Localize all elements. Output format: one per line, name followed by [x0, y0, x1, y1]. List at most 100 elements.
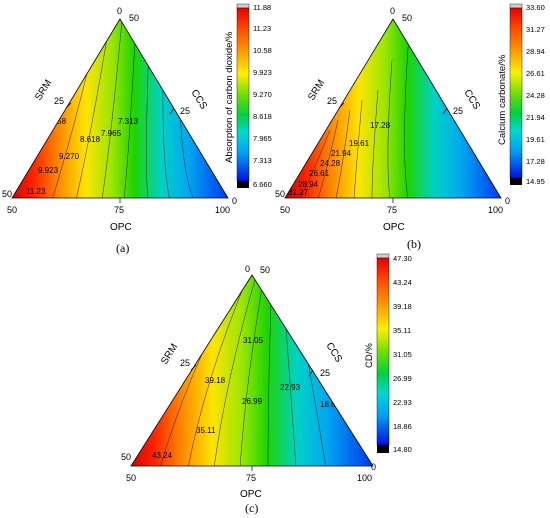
colorbar-tick: 35.11 — [393, 326, 411, 335]
axis-label-bottom: OPC — [110, 222, 132, 233]
contour-label: 7.965 — [101, 129, 122, 138]
tick-label: 50 — [260, 265, 270, 275]
tick-label: 50 — [402, 13, 412, 23]
contour-fill-c — [131, 275, 373, 466]
contour-label: 26.61 — [309, 169, 330, 178]
tick-label: 0 — [245, 264, 250, 274]
axis-label-left: SRM — [306, 78, 327, 103]
contour-label: 31.27 — [288, 188, 309, 197]
colorbar-tick: 26.61 — [526, 69, 545, 78]
colorbar-tick: 39.18 — [393, 302, 412, 311]
colorbar-tick: 14.95 — [526, 177, 545, 186]
contour-label: 17.28 — [370, 121, 391, 130]
contour-label: 9.923 — [38, 166, 59, 175]
axis-label-right: CCS — [188, 88, 209, 112]
contour-labels-b: 31.27 28.94 26.61 24.28 21.94 19.61 17.2… — [288, 121, 391, 197]
colorbar-tick: 31.27 — [526, 25, 545, 34]
contour-label: 19.61 — [349, 139, 370, 148]
contour-label: 43.24 — [152, 451, 173, 460]
axis-label-bottom: OPC — [240, 489, 262, 500]
colorbar-tick: 28.94 — [526, 47, 545, 56]
contour-label: 26.99 — [242, 397, 263, 406]
colorbar-tick: 31.05 — [393, 350, 412, 359]
colorbar-tick: 9.923 — [253, 68, 272, 77]
tick-label: 50 — [129, 13, 139, 23]
panel-a: 11.23 10.58 9.923 9.270 8.618 7.965 7.31… — [2, 3, 272, 255]
tick-labels-b: 0 50 25 50 25 0 50 75 100 — [275, 6, 510, 215]
colorbar-tick: 8.618 — [253, 112, 272, 121]
axis-label-left: SRM — [159, 342, 180, 367]
colorbar-tick: 21.94 — [526, 113, 545, 122]
contour-label: 31.05 — [243, 336, 264, 345]
contour-label: 18.86 — [320, 400, 341, 409]
colorbar-tick: 7.313 — [253, 156, 272, 165]
contour-label: 22.93 — [280, 383, 301, 392]
colorbar-tick: 18.86 — [393, 422, 412, 431]
tick-label: 0 — [390, 6, 395, 16]
contour-lines-b — [299, 19, 411, 198]
contour-label: 9.270 — [59, 152, 80, 161]
colorbar-tick: 14.80 — [393, 445, 412, 454]
colorbar-tick: 24.28 — [526, 91, 545, 100]
contour-label: 7.313 — [118, 117, 139, 126]
axis-label-left: SRM — [33, 78, 54, 103]
contour-label: 28.94 — [298, 180, 319, 189]
contour-label: 11.23 — [26, 187, 46, 196]
colorbar-label-a: Absorption of carbon dioxide/% — [224, 31, 235, 163]
tick-marks-b — [338, 102, 448, 203]
colorbar-tick: 17.28 — [526, 157, 545, 166]
colorbar-b: 33.60 31.27 28.94 26.61 24.28 21.94 19.6… — [509, 3, 545, 186]
tick-label: 50 — [2, 189, 12, 199]
tick-label: 100 — [215, 205, 230, 215]
contour-label: 21.94 — [331, 149, 352, 158]
colorbar-tick: 9.270 — [253, 90, 272, 99]
colorbar-tick: 43.24 — [393, 278, 412, 287]
colorbar-label-b: Calcium carbonate/% — [497, 54, 508, 145]
colorbar-tick: 6.660 — [253, 180, 272, 189]
tick-label: 50 — [126, 473, 136, 483]
tick-label: 25 — [453, 106, 463, 116]
axis-label-right: CCS — [461, 88, 482, 112]
tick-label: 0 — [117, 6, 122, 16]
tick-label: 100 — [357, 473, 372, 483]
tick-label: 0 — [232, 196, 237, 206]
colorbar-tick: 7.965 — [253, 134, 272, 143]
tick-label: 25 — [180, 358, 190, 368]
tick-label: 75 — [387, 205, 397, 215]
panel-label-c: (c) — [245, 501, 258, 515]
tick-label: 50 — [7, 205, 17, 215]
ternary-plot-c: 43.24 39.18 35.11 31.05 26.99 22.93 18.8… — [131, 275, 373, 466]
colorbar-tick: 11.88 — [253, 3, 271, 12]
tick-labels-c: 0 50 25 50 25 0 50 75 100 — [121, 264, 376, 483]
panel-label-a: (a) — [116, 241, 129, 255]
tick-label: 0 — [505, 196, 510, 206]
colorbar-tick: 11.23 — [253, 24, 271, 33]
tick-marks-c — [190, 364, 314, 471]
tick-label: 25 — [327, 96, 337, 106]
tick-label: 25 — [320, 368, 330, 378]
tick-label: 25 — [180, 106, 190, 116]
colorbar-tick: 10.58 — [253, 46, 272, 55]
colorbar-tick: 19.61 — [526, 135, 545, 144]
colorbar-a: 11.88 11.23 10.58 9.923 9.270 8.618 7.96… — [236, 3, 272, 189]
contour-label: 39.18 — [205, 376, 226, 385]
tick-label: 75 — [246, 473, 256, 483]
axis-label-bottom: OPC — [383, 222, 405, 233]
panel-c: 43.24 39.18 35.11 31.05 26.99 22.93 18.8… — [121, 253, 412, 515]
colorbar-label-c: CD/% — [364, 343, 375, 368]
tick-label: 0 — [371, 462, 376, 472]
colorbar-c: 47.30 43.24 39.18 35.11 31.05 26.99 22.9… — [376, 253, 412, 454]
tick-label: 75 — [114, 205, 124, 215]
colorbar-tick: 47.30 — [393, 254, 412, 263]
axis-label-right: CCS — [323, 341, 344, 365]
contour-label: 24.28 — [320, 159, 341, 168]
tick-label: 50 — [275, 189, 285, 199]
tick-labels-a: 0 50 25 50 25 0 50 75 100 — [2, 6, 237, 215]
tick-marks-a — [65, 102, 175, 203]
colorbar-tick: 22.93 — [393, 398, 412, 407]
tick-label: 50 — [280, 205, 290, 215]
tick-label: 100 — [488, 205, 503, 215]
contour-label: 8.618 — [80, 135, 101, 144]
panel-label-b: (b) — [407, 237, 421, 251]
